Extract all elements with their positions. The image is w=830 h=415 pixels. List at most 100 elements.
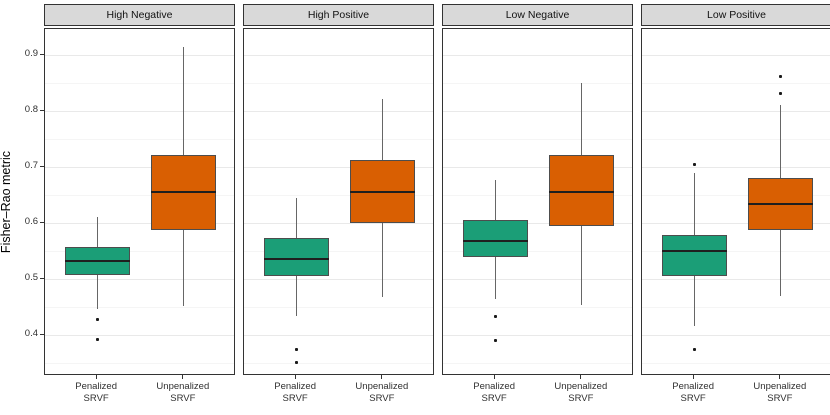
x-category-label-line: SRVF (568, 392, 594, 404)
y-tick-mark (40, 53, 44, 55)
median-line (263, 257, 329, 260)
x-category-label-line: Unpenalized (156, 381, 210, 392)
major-gridline (443, 335, 632, 337)
major-gridline (642, 110, 830, 112)
y-axis-title: Fisher–Rao metric (0, 150, 13, 254)
minor-gridline (45, 250, 234, 252)
x-category-label-line: Penalized (274, 381, 316, 392)
minor-gridline (642, 363, 830, 365)
minor-gridline (642, 307, 830, 309)
minor-gridline (443, 307, 632, 309)
box-iqr (263, 238, 329, 277)
major-gridline (443, 166, 632, 168)
x-category-label-line: SRVF (680, 392, 706, 404)
major-gridline (443, 110, 632, 112)
minor-gridline (443, 138, 632, 140)
y-tick-label: 0.5 (24, 272, 38, 284)
minor-gridline (244, 138, 433, 140)
x-tick-mark (493, 375, 495, 379)
y-tick-label: 0.8 (24, 103, 38, 115)
x-category-label-line: Penalized (473, 381, 515, 392)
minor-gridline (443, 363, 632, 365)
box-iqr (661, 235, 727, 277)
plot-panel (243, 28, 434, 375)
minor-gridline (244, 307, 433, 309)
major-gridline (244, 335, 433, 337)
median-line (549, 191, 615, 194)
major-gridline (642, 279, 830, 281)
minor-gridline (45, 307, 234, 309)
median-line (350, 191, 416, 194)
median-line (462, 240, 528, 243)
x-category-label: Unpenalized SRVF (337, 381, 427, 404)
facet-strip-label: High Negative (44, 4, 235, 26)
y-tick-mark (40, 221, 44, 223)
y-tick-mark (40, 165, 44, 167)
minor-gridline (45, 194, 234, 196)
x-category-label: Penalized SRVF (51, 381, 141, 404)
facet-panel: High Negative Penalized SRVF Unpenalized SRV… (44, 0, 235, 415)
major-gridline (244, 279, 433, 281)
major-gridline (244, 54, 433, 56)
facet-panel: High Positive Penalized SRVF Unpenalized SRV… (243, 0, 434, 415)
y-tick-mark (40, 109, 44, 111)
major-gridline (443, 54, 632, 56)
facet-strip-label: Low Positive (641, 4, 830, 26)
x-category-label-line: Penalized (75, 381, 117, 392)
x-tick-mark (779, 375, 781, 379)
outlier-point (779, 74, 783, 78)
x-tick-mark (294, 375, 296, 379)
facet-strip-label: High Positive (243, 4, 434, 26)
major-gridline (244, 222, 433, 224)
facet-panel: Low Negative Penalized SRVF Unpenalized SRVF (442, 0, 633, 415)
box-iqr (549, 154, 615, 227)
minor-gridline (45, 363, 234, 365)
x-tick-mark (580, 375, 582, 379)
major-gridline (443, 222, 632, 224)
x-category-label-line: SRVF (83, 392, 109, 404)
minor-gridline (45, 82, 234, 84)
plot-panel (442, 28, 633, 375)
major-gridline (244, 110, 433, 112)
x-category-label-line: SRVF (282, 392, 308, 404)
x-category-label: Penalized SRVF (449, 381, 539, 404)
box-iqr (462, 219, 528, 258)
outlier-point (294, 347, 298, 351)
median-line (64, 259, 130, 262)
x-tick-mark (95, 375, 97, 379)
x-category-label: Penalized SRVF (648, 381, 738, 404)
x-category-label-line: SRVF (170, 392, 196, 404)
minor-gridline (642, 250, 830, 252)
x-category-label: Unpenalized SRVF (138, 381, 228, 404)
outlier-point (493, 338, 497, 342)
x-tick-mark (182, 375, 184, 379)
x-category-label-line: Unpenalized (355, 381, 409, 392)
plot-panel (44, 28, 235, 375)
outlier-point (692, 162, 696, 166)
y-tick-mark (40, 334, 44, 336)
minor-gridline (244, 250, 433, 252)
facet-panel: Low Positive Penalized SRVF Unpenalized SRVF (641, 0, 830, 415)
major-gridline (45, 279, 234, 281)
x-category-label-line: Penalized (672, 381, 714, 392)
x-category-label-line: SRVF (369, 392, 395, 404)
minor-gridline (443, 250, 632, 252)
major-gridline (642, 54, 830, 56)
outlier-point (493, 315, 497, 319)
x-category-label: Penalized SRVF (250, 381, 340, 404)
x-category-label-line: SRVF (481, 392, 507, 404)
x-tick-mark (381, 375, 383, 379)
y-tick-label: 0.9 (24, 47, 38, 59)
y-tick-mark (40, 278, 44, 280)
x-category-label-line: Unpenalized (753, 381, 807, 392)
minor-gridline (443, 82, 632, 84)
minor-gridline (642, 82, 830, 84)
median-line (661, 249, 727, 252)
minor-gridline (642, 138, 830, 140)
minor-gridline (244, 82, 433, 84)
minor-gridline (45, 138, 234, 140)
x-category-label-line: SRVF (767, 392, 793, 404)
plot-panel (641, 28, 830, 375)
y-tick-label: 0.4 (24, 328, 38, 340)
